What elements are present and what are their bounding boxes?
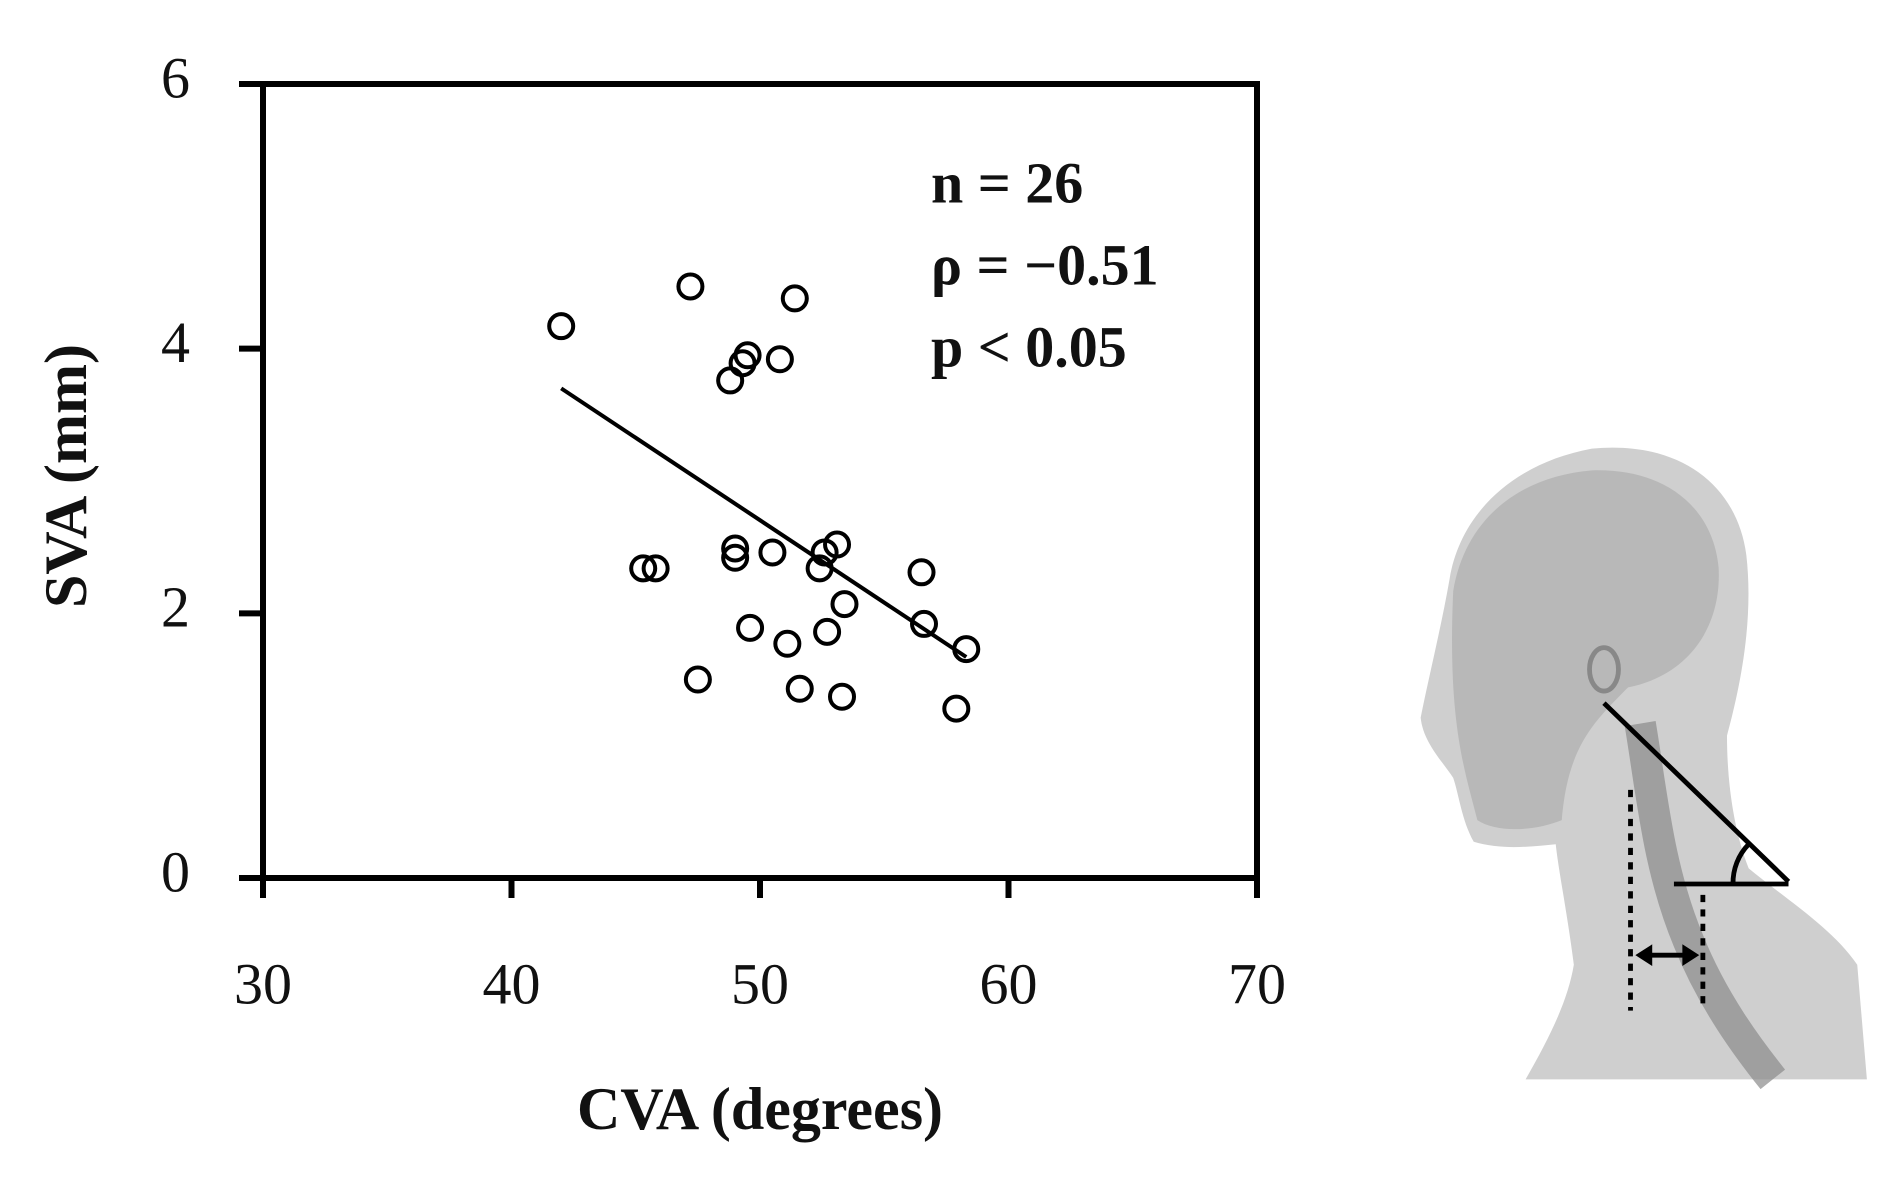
y-tick-label: 0 (161, 839, 190, 904)
cva-line (1602, 701, 1791, 884)
point (721, 543, 750, 572)
point (736, 613, 765, 642)
point (910, 609, 939, 638)
x-axis-title: CVA (degrees) (577, 1076, 943, 1142)
point (641, 554, 670, 583)
head-illustration (1420, 447, 1867, 1090)
y-tick-label: 6 (161, 45, 190, 110)
skull (1452, 470, 1719, 830)
point (683, 665, 712, 694)
point (942, 694, 971, 723)
plot-frame (260, 81, 1260, 881)
x-tick-label: 70 (1228, 951, 1286, 1016)
point (773, 629, 802, 658)
point (785, 674, 814, 703)
trend-line (560, 386, 968, 659)
point (780, 284, 809, 313)
angle-arc (1730, 842, 1751, 885)
y-tick-label: 4 (161, 310, 190, 375)
annotation: n = 26 (931, 150, 1083, 215)
point (716, 366, 745, 395)
y-tick-label: 2 (161, 575, 190, 640)
point (676, 272, 705, 301)
x-tick-label: 30 (234, 951, 292, 1016)
arrow-head (1635, 944, 1700, 967)
point (547, 312, 576, 341)
point (721, 534, 750, 563)
point (828, 682, 857, 711)
ear (1587, 645, 1621, 694)
y-axis-title: SVA (mm) (33, 344, 99, 608)
annotation: p < 0.05 (931, 314, 1127, 379)
point (758, 538, 787, 567)
x-tick-label: 40 (483, 951, 541, 1016)
point (830, 590, 859, 619)
point (813, 617, 842, 646)
point (728, 349, 757, 378)
x-tick-label: 50 (731, 951, 789, 1016)
point (629, 554, 658, 583)
annotation: ρ = −0.51 (931, 232, 1159, 297)
x-tick-label: 60 (980, 951, 1038, 1016)
point (765, 345, 794, 374)
point (907, 558, 936, 587)
point (823, 530, 852, 559)
spine (1624, 721, 1786, 1090)
